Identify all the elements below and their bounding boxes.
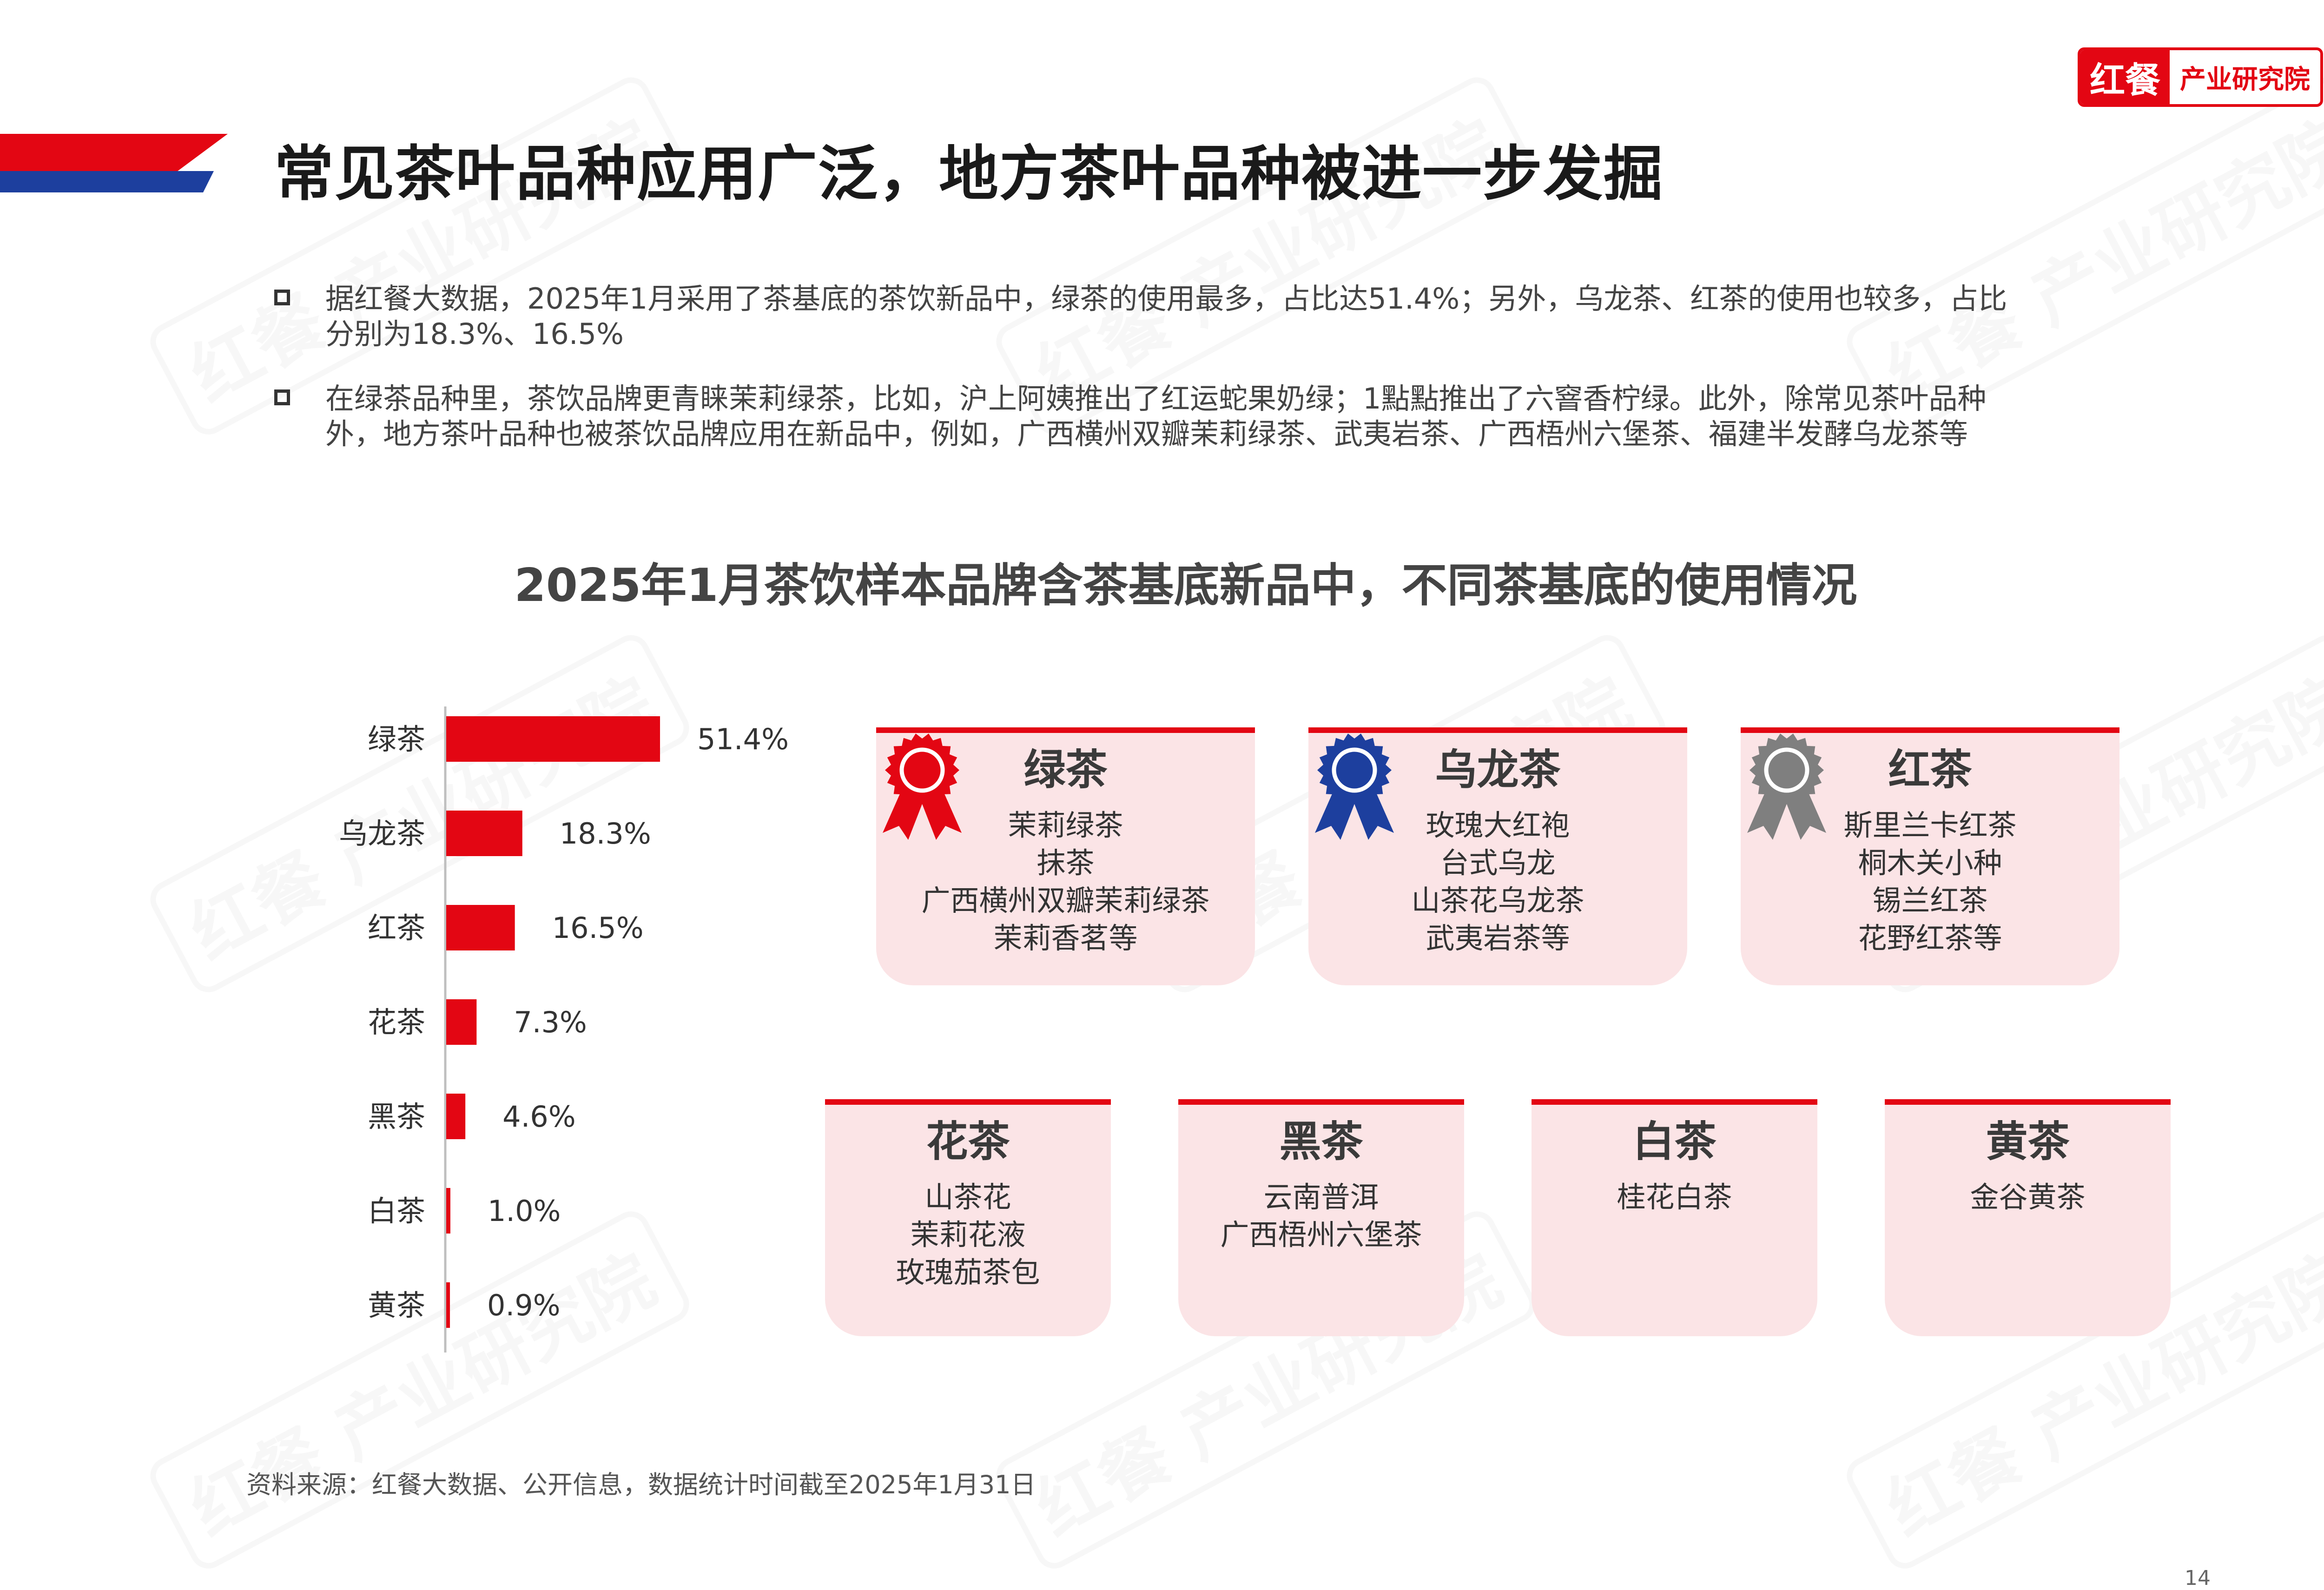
tea-variety: 玫瑰大红袍: [1426, 808, 1570, 842]
tea-card-title: 红茶: [1888, 746, 1972, 794]
tea-card-items: 斯里兰卡红茶 桐木关小种锡兰红茶花野红茶等: [1741, 806, 2119, 957]
award-ribbon-icon: [1306, 733, 1403, 842]
tea-card-items: 云南普洱广西梧州六堡茶: [1178, 1178, 1464, 1254]
tea-variety: 广西横州双瓣茉莉绿茶: [921, 884, 1210, 917]
logo-mark: 红餐: [2080, 50, 2170, 104]
category-label: 乌龙茶: [339, 817, 425, 851]
bar-2: [446, 905, 515, 950]
tea-variety: 锡兰红茶: [1872, 884, 1988, 917]
page-number: 14: [2185, 1566, 2211, 1590]
tea-variety: 斯里兰卡红茶: [1843, 808, 2017, 842]
tea-variety: 花野红茶等: [1858, 921, 2002, 955]
tea-variety: 抹茶: [1037, 846, 1095, 880]
tea-card: 花茶山茶花茉莉花液 玫瑰茄茶包: [825, 1099, 1111, 1336]
bullet-1-line2: 分别为18.3%、16.5%: [325, 317, 624, 351]
category-label: 红茶: [368, 911, 425, 945]
tea-variety: 桂花白茶: [1617, 1180, 1732, 1214]
page-title: 常见茶叶品种应用广泛，地方茶叶品种被进一步发掘: [274, 139, 1664, 209]
tea-variety: 广西梧州六堡茶: [1220, 1218, 1422, 1252]
bar-chart: 绿茶 51.4% 乌龙茶 18.3% 红茶 16.5% 花茶 7.3% 黑茶 4.6% 白茶 1.0%…: [339, 706, 789, 1352]
award-ribbon-icon: [873, 733, 971, 842]
tea-card-items: 茉莉绿茶抹茶广西横州双瓣茉莉绿茶 茉莉香茗等: [876, 806, 1255, 957]
tea-card-title: 乌龙茶: [1435, 746, 1561, 794]
tea-card: 红茶斯里兰卡红茶 桐木关小种锡兰红茶花野红茶等: [1741, 727, 2119, 985]
tea-card: 绿茶茉莉绿茶抹茶广西横州双瓣茉莉绿茶 茉莉香茗等: [876, 727, 1255, 985]
bar-1: [446, 811, 522, 856]
header-stripe-blue: [0, 171, 214, 192]
bar-3: [446, 999, 477, 1045]
tea-variety: 云南普洱: [1263, 1180, 1379, 1214]
value-label: 18.3%: [560, 817, 651, 851]
tea-card: 黄茶 金谷黄茶: [1885, 1099, 2171, 1336]
tea-card: 乌龙茶玫瑰大红袍台式乌龙山茶花乌龙茶 武夷岩茶等: [1308, 727, 1687, 985]
tea-variety: 山茶花: [924, 1180, 1011, 1214]
bar-0: [446, 716, 660, 762]
brand-logo: 红餐 产业研究院: [2078, 47, 2323, 107]
value-label: 7.3%: [514, 1005, 587, 1039]
value-label: 16.5%: [552, 911, 644, 945]
bullet-square-icon: [274, 290, 290, 305]
header-stripe-red: [0, 134, 228, 171]
category-label: 黑茶: [368, 1100, 425, 1134]
bullet-1: 据红餐大数据，2025年1月采用了茶基底的茶饮新品中，绿茶的使用最多，占比达51…: [274, 281, 2180, 352]
tea-variety: 玫瑰茄茶包: [896, 1255, 1040, 1289]
tea-card-title: 黄茶: [1986, 1117, 2070, 1166]
tea-variety: 台式乌龙: [1440, 846, 1556, 880]
tea-card-items: 山茶花茉莉花液 玫瑰茄茶包: [825, 1178, 1111, 1291]
tea-card-items: 桂花白茶: [1532, 1178, 1817, 1216]
tea-card-items: 玫瑰大红袍台式乌龙山茶花乌龙茶 武夷岩茶等: [1308, 806, 1687, 957]
bar-6: [446, 1282, 450, 1328]
category-label: 白茶: [368, 1194, 425, 1228]
logo-text: 产业研究院: [2180, 64, 2310, 95]
category-label: 绿茶: [368, 722, 425, 756]
bullet-square-icon: [274, 389, 290, 405]
tea-variety: 金谷黄茶: [1970, 1180, 2086, 1214]
bar-5: [446, 1188, 450, 1234]
tea-variety: 桐木关小种: [1858, 846, 2002, 880]
bullet-2-line2: 外，地方茶叶品种也被茶饮品牌应用在新品中，例如，广西横州双瓣茉莉绿茶、武夷岩茶、…: [325, 417, 1968, 451]
chart-title: 2025年1月茶饮样本品牌含茶基底新品中，不同茶基底的使用情况: [514, 559, 1857, 612]
source-note: 资料来源：红餐大数据、公开信息，数据统计时间截至2025年1月31日: [246, 1470, 1036, 1499]
tea-variety: 茉莉绿茶: [1008, 808, 1123, 842]
value-label: 0.9%: [487, 1288, 561, 1322]
tea-card: 黑茶云南普洱广西梧州六堡茶: [1178, 1099, 1464, 1336]
tea-card-title: 黑茶: [1279, 1117, 1363, 1166]
bar-4: [446, 1094, 466, 1139]
tea-variety: 山茶花乌龙茶: [1411, 884, 1585, 917]
tea-card: 白茶 桂花白茶: [1532, 1099, 1817, 1336]
bullet-2-line1: 在绿茶品种里，茶饮品牌更青睐茉莉绿茶，比如，沪上阿姨推出了红运蛇果奶绿；1點點推…: [325, 382, 1987, 416]
value-label: 51.4%: [697, 722, 789, 756]
category-label: 黄茶: [368, 1288, 425, 1322]
award-ribbon-icon: [1738, 733, 1835, 842]
value-label: 4.6%: [502, 1100, 576, 1134]
tea-card-title: 花茶: [926, 1117, 1010, 1166]
tea-variety: 茉莉花液: [910, 1218, 1026, 1252]
tea-variety: 茉莉香茗等: [993, 921, 1138, 955]
tea-variety: 武夷岩茶等: [1426, 921, 1570, 955]
category-label: 花茶: [368, 1005, 425, 1039]
tea-card-items: 金谷黄茶: [1885, 1178, 2171, 1216]
bullet-2: 在绿茶品种里，茶饮品牌更青睐茉莉绿茶，比如，沪上阿姨推出了红运蛇果奶绿；1點點推…: [274, 381, 2180, 452]
bullet-1-line1: 据红餐大数据，2025年1月采用了茶基底的茶饮新品中，绿茶的使用最多，占比达51…: [325, 282, 2007, 316]
tea-card-title: 白茶: [1632, 1117, 1717, 1166]
value-label: 1.0%: [488, 1194, 561, 1228]
tea-card-title: 绿茶: [1023, 746, 1108, 794]
